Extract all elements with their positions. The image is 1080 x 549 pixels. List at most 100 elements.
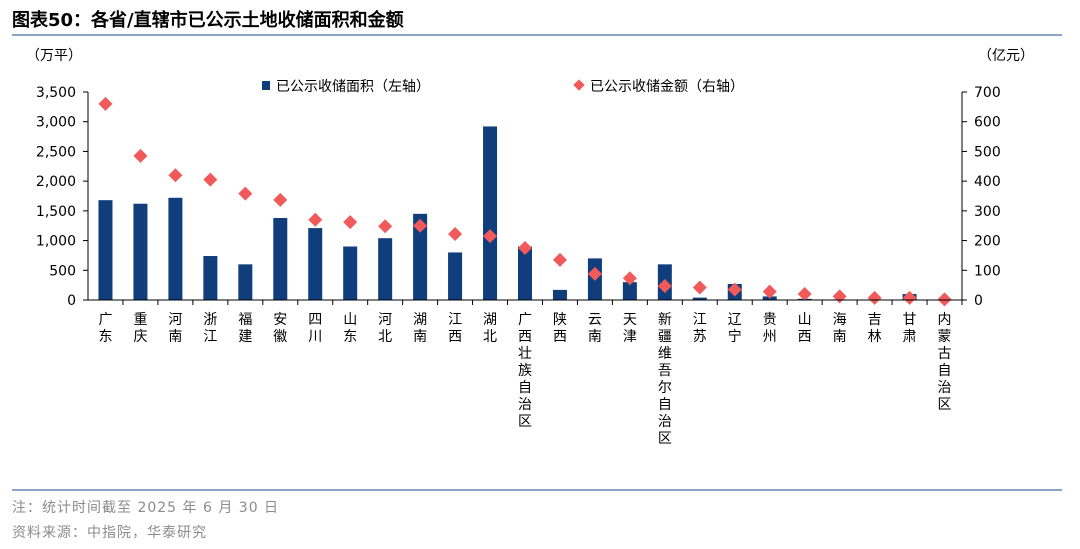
category-label: 贵州 — [763, 312, 777, 345]
category-label: 浙江 — [203, 312, 217, 345]
bar — [133, 203, 148, 300]
legend-bar-swatch — [262, 81, 270, 90]
right-tick-label: 400 — [974, 174, 1001, 190]
marker-point — [273, 192, 288, 207]
bar-series — [98, 126, 917, 301]
category-label: 湖南 — [413, 312, 427, 345]
category-label: 吉林 — [868, 312, 882, 345]
legend-marker-swatch — [573, 79, 585, 91]
category-label: 河北 — [378, 312, 392, 345]
source-note: 资料来源：中指院，华泰研究 — [12, 525, 207, 541]
category-label: 江西 — [448, 312, 462, 345]
left-tick-label: 1,500 — [36, 204, 76, 220]
bar — [622, 282, 637, 300]
footnote: 注：统计时间截至 2025 年 6 月 30 日 — [12, 500, 280, 516]
marker-point — [692, 280, 707, 295]
category-label: 福建 — [238, 312, 252, 345]
legend-bar-label: 已公示收储面积（左轴） — [276, 79, 430, 95]
title-bar: 图表50：各省/直辖市已公示土地收储面积和金额 — [0, 0, 1080, 34]
marker-point — [308, 212, 323, 227]
legend: 已公示收储面积（左轴） 已公示收储金额（右轴） — [262, 79, 744, 95]
right-tick-label: 300 — [974, 204, 1001, 220]
right-tick-label: 700 — [974, 85, 1001, 101]
marker-point — [762, 284, 777, 299]
marker-point — [168, 168, 183, 183]
left-tick-label: 500 — [49, 263, 76, 279]
bar — [238, 264, 253, 300]
legend-marker-label: 已公示收储金额（右轴） — [590, 79, 744, 95]
bar — [448, 252, 463, 300]
marker-point — [343, 215, 358, 230]
category-label: 重庆 — [133, 312, 147, 345]
bar — [692, 297, 707, 300]
category-label: 海南 — [833, 312, 847, 345]
bar — [273, 217, 288, 300]
bar — [518, 246, 532, 300]
bottom-divider — [12, 489, 1062, 491]
marker-point — [622, 271, 637, 286]
top-divider — [12, 34, 1062, 36]
category-label: 山西 — [798, 312, 812, 345]
page-title: 图表50：各省/直辖市已公示土地收储面积和金额 — [12, 10, 404, 31]
marker-point — [832, 289, 847, 304]
category-label: 辽宁 — [728, 312, 742, 345]
category-label: 安徽 — [273, 312, 287, 345]
category-label: 陕西 — [553, 312, 567, 345]
right-axis: 0 100 200 300 400 500 600 700 — [961, 85, 1001, 309]
marker-point — [378, 219, 393, 234]
category-label: 四川 — [308, 312, 322, 345]
marker-point — [203, 172, 218, 187]
marker-point — [483, 229, 498, 244]
bar — [552, 289, 567, 300]
category-label: 广西壮族自治区 — [518, 312, 532, 430]
marker-point — [867, 290, 882, 305]
marker-point — [587, 266, 602, 281]
marker-point — [727, 282, 742, 297]
right-tick-label: 0 — [974, 293, 983, 309]
category-label: 天津 — [623, 312, 637, 345]
left-tick-label: 3,000 — [36, 115, 76, 131]
category-label: 新疆维吾尔自治区 — [658, 312, 672, 447]
bar — [378, 238, 393, 300]
bar — [203, 256, 218, 300]
category-label: 内蒙古自治区 — [938, 312, 952, 413]
left-tick-label: 3,500 — [36, 85, 76, 101]
marker-point — [448, 227, 463, 242]
marker-point — [937, 292, 952, 307]
left-tick-label: 1,000 — [36, 234, 76, 250]
bar — [308, 228, 323, 300]
marker-point — [518, 241, 532, 255]
marker-point — [797, 287, 812, 302]
category-label: 甘肃 — [903, 312, 917, 345]
category-label: 广东 — [98, 312, 112, 345]
marker-point — [902, 290, 917, 305]
left-tick-label: 0 — [67, 293, 76, 309]
right-tick-label: 500 — [974, 144, 1001, 160]
bar — [413, 213, 428, 300]
left-axis: 0 500 1,000 1,500 2,000 2,500 3,000 3,500 — [36, 85, 89, 309]
marker-point — [552, 252, 567, 267]
marker-point — [657, 279, 672, 294]
marker-point — [238, 186, 253, 201]
category-label: 河南 — [168, 312, 182, 345]
left-tick-label: 2,000 — [36, 174, 76, 190]
marker-point — [413, 218, 428, 233]
category-label: 山东 — [343, 312, 357, 345]
left-tick-label: 2,500 — [36, 144, 76, 160]
bar — [98, 200, 113, 300]
bar — [483, 126, 498, 301]
marker-point — [98, 96, 113, 111]
left-unit-label: （万平） — [26, 48, 82, 64]
category-label: 云南 — [588, 312, 602, 345]
right-tick-label: 200 — [974, 234, 1001, 250]
bar — [343, 246, 358, 300]
right-tick-label: 100 — [974, 263, 1001, 279]
category-label: 江苏 — [693, 312, 707, 345]
right-unit-label: （亿元） — [978, 48, 1034, 64]
bar — [168, 197, 183, 300]
marker-point — [133, 148, 148, 163]
category-label: 湖北 — [483, 312, 497, 345]
right-tick-label: 600 — [974, 115, 1001, 131]
